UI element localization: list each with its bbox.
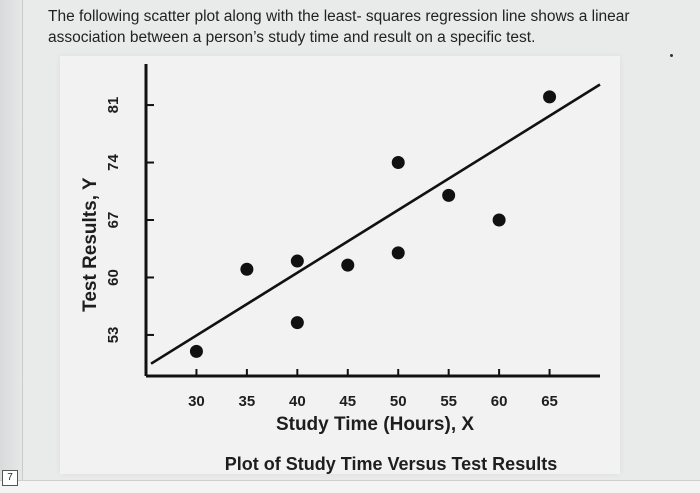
x-axis-title: Study Time (Hours), X xyxy=(276,414,474,435)
data-point xyxy=(391,156,405,170)
x-tick-label: 45 xyxy=(339,393,356,410)
data-point xyxy=(240,262,254,276)
scatter-plot: 30 35 40 45 50 55 60 65 53 60 67 74 81 Study Time (Ho… xyxy=(80,64,601,474)
data-point xyxy=(543,90,557,104)
data-point xyxy=(391,246,405,260)
left-margin-rule xyxy=(22,0,23,492)
chart-title: Plot of Study Time Versus Test Results xyxy=(225,454,557,474)
x-tick-label: 65 xyxy=(541,393,558,410)
regression-line-layer xyxy=(150,83,601,365)
x-tick-label: 35 xyxy=(239,393,256,410)
data-point xyxy=(290,316,304,330)
axes xyxy=(144,64,600,378)
y-axis-title: Test Results, Y xyxy=(80,177,101,312)
x-tick-label: 30 xyxy=(188,393,205,410)
y-tick-label: 74 xyxy=(105,154,122,171)
chart-figure: 30 35 40 45 50 55 60 65 53 60 67 74 81 Study Time (Ho… xyxy=(60,56,620,474)
page-number: 7 xyxy=(2,470,18,486)
data-point xyxy=(341,258,355,272)
question-text: The following scatter plot along with th… xyxy=(48,6,658,48)
x-tick-label: 55 xyxy=(440,393,457,410)
y-tick-label: 67 xyxy=(105,212,122,229)
data-point xyxy=(290,254,304,268)
y-tick-label: 60 xyxy=(105,269,122,286)
x-tick-label: 50 xyxy=(390,393,407,410)
stray-dot xyxy=(670,54,673,57)
labels-layer: 30 35 40 45 50 55 60 65 53 60 67 74 81 Study Time (Ho… xyxy=(80,97,558,474)
x-tick-label: 60 xyxy=(491,393,508,410)
points-layer xyxy=(189,90,557,358)
page-edge xyxy=(0,0,22,492)
data-point xyxy=(492,213,506,227)
data-point xyxy=(189,344,203,358)
data-point xyxy=(442,188,456,202)
question-line-1: The following scatter plot along with th… xyxy=(48,8,630,25)
question-line-2: association between a person’s study tim… xyxy=(48,29,536,46)
y-tick-label: 53 xyxy=(105,327,122,344)
regression-line xyxy=(150,83,601,365)
bottom-band xyxy=(0,480,700,493)
x-tick-label: 40 xyxy=(289,393,306,410)
y-tick-label: 81 xyxy=(105,97,122,114)
